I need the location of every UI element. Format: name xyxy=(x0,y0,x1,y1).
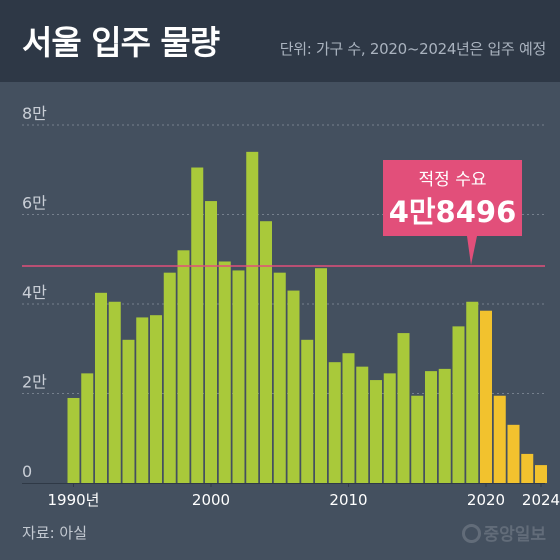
bar-actual-2016 xyxy=(425,371,437,483)
y-tick-label: 0 xyxy=(22,462,32,481)
bar-actual-1995 xyxy=(136,317,149,483)
y-tick-label: 2만 xyxy=(22,373,47,392)
callout-box xyxy=(383,160,522,236)
bar-actual-2018 xyxy=(452,326,465,483)
chart-subtitle: 단위: 가구 수, 2020~2024년은 입주 예정 xyxy=(279,40,547,58)
y-tick-label: 8만 xyxy=(22,104,47,123)
bar-chart: 0 2만 4만 6만 8만 1990년 2000 2010 2020 2024 적정 수요 4만849… xyxy=(22,104,560,509)
bar-actual-2008 xyxy=(315,268,327,483)
chart-title: 서울 입주 물량 xyxy=(22,23,220,62)
callout-pointer xyxy=(467,236,477,265)
bar-actual-1990 xyxy=(67,397,80,483)
bar-actual-2019 xyxy=(466,301,479,483)
bar-actual-2003 xyxy=(246,151,259,483)
bar-actual-2013 xyxy=(383,373,396,483)
bar-actual-1994 xyxy=(122,339,135,483)
publisher-logo: 중앙일보 xyxy=(462,520,546,545)
bar-actual-1993 xyxy=(108,301,121,483)
bar-planned-2023 xyxy=(521,453,534,483)
bar-actual-1991 xyxy=(81,373,94,483)
x-tick-label: 2020 xyxy=(467,491,505,509)
logo-ring-icon xyxy=(462,524,482,543)
bar-actual-2007 xyxy=(301,339,314,483)
bar-actual-2002 xyxy=(232,270,245,483)
x-tick-label: 2010 xyxy=(329,491,367,509)
x-tick-label: 2000 xyxy=(192,491,230,509)
bar-actual-2015 xyxy=(411,395,424,483)
bar-planned-2022 xyxy=(507,424,520,483)
y-tick-label: 4만 xyxy=(22,283,47,302)
bar-actual-2005 xyxy=(273,272,286,483)
x-tick-label: 2024 xyxy=(522,491,560,509)
bar-actual-1992 xyxy=(95,292,107,483)
bar-actual-2000 xyxy=(205,201,217,483)
x-tick-label: 1990년 xyxy=(48,491,100,509)
bar-planned-2020 xyxy=(480,310,492,483)
bar-actual-1999 xyxy=(191,167,204,483)
bar-actual-2011 xyxy=(356,366,369,483)
bar-actual-1997 xyxy=(163,272,176,483)
bar-actual-2009 xyxy=(328,362,341,483)
reference-line-label: 적정 수요 xyxy=(419,170,487,190)
bar-actual-2012 xyxy=(370,380,382,483)
bar-actual-1996 xyxy=(150,315,162,483)
source-note: 자료: 아실 xyxy=(22,524,88,542)
logo-text: 중앙일보 xyxy=(483,525,546,545)
bar-actual-2017 xyxy=(438,368,451,483)
reference-line-value: 4만8496 xyxy=(389,195,517,229)
bar-actual-2001 xyxy=(218,261,231,483)
bar-actual-2006 xyxy=(287,290,300,483)
bar-actual-2014 xyxy=(397,333,410,483)
bar-planned-2024 xyxy=(535,465,547,483)
bar-actual-2010 xyxy=(342,353,355,483)
header xyxy=(0,0,560,82)
bar-actual-2004 xyxy=(260,221,272,483)
bar-actual-1998 xyxy=(177,250,190,483)
bar-planned-2021 xyxy=(493,395,506,483)
y-tick-label: 6만 xyxy=(22,194,47,213)
